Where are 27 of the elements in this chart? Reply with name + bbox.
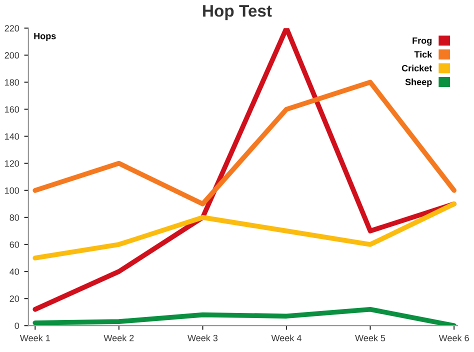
x-tick-label: Week 3 <box>188 334 218 342</box>
line-series <box>32 80 456 206</box>
line-series <box>32 306 456 326</box>
y-tick-label: 80 <box>10 214 20 221</box>
y-tick-label: 180 <box>5 79 20 86</box>
legend-label: Tick <box>414 50 432 58</box>
y-tick-label: 140 <box>5 133 20 140</box>
x-tick-label: Week 5 <box>355 334 386 342</box>
x-tick-label: Week 1 <box>20 334 50 342</box>
x-tick-label: Week 4 <box>271 334 302 342</box>
y-tick-label: 20 <box>10 296 20 302</box>
y-tick-label: 120 <box>5 160 20 167</box>
chart-title: Hop Test <box>203 5 272 20</box>
y-tick-label: 60 <box>10 241 20 248</box>
y-tick-label: 220 <box>4 25 20 32</box>
line-series <box>32 201 456 260</box>
y-tick-label: 200 <box>4 52 20 59</box>
legend-label: Cricket <box>402 64 432 72</box>
legend-label: Frog <box>412 37 432 46</box>
y-tick-label: 100 <box>5 187 20 194</box>
x-tick-label: Week 2 <box>104 334 134 342</box>
y-tick-label: 160 <box>5 106 20 113</box>
legend-label: Sheep <box>405 78 432 87</box>
y-tick-label: 0 <box>14 322 20 329</box>
y-axis-title: Hops <box>34 32 56 42</box>
x-tick-label: Week 6 <box>438 334 469 342</box>
y-tick-label: 40 <box>10 268 20 275</box>
